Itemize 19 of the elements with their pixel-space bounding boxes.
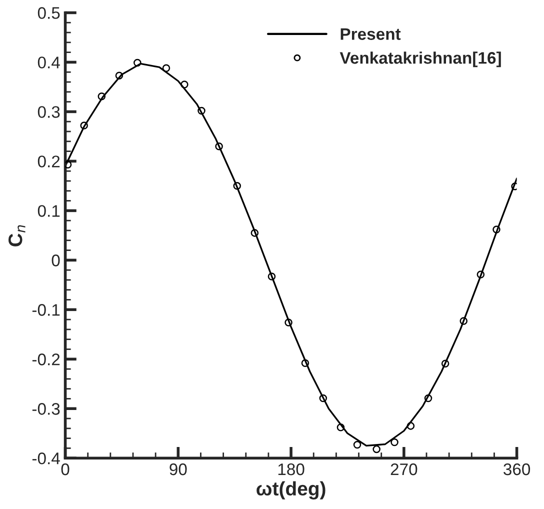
legend-label: Present: [340, 28, 401, 40]
legend-label: Venkatakrishnan[16]: [340, 52, 501, 68]
y-tick-label: -0.4: [32, 452, 60, 464]
y-tick-label: 0.3: [38, 106, 60, 118]
x-tick-label: 360: [504, 463, 530, 476]
x-tick-label: 0: [61, 463, 70, 476]
y-tick-label: 0.2: [38, 156, 60, 168]
y-tick-label: -0.1: [32, 304, 60, 316]
y-tick-label: -0.3: [32, 403, 60, 415]
y-tick-label: -0.2: [32, 354, 60, 366]
x-tick-label: 90: [170, 463, 187, 476]
x-axis-title: ωt(deg): [256, 481, 326, 500]
y-tick-label: 0.5: [38, 7, 60, 19]
y-axis-title: C$_{n}$: [8, 225, 26, 246]
x-tick-label: 180: [278, 463, 304, 476]
y-tick-label: 0.1: [38, 205, 60, 217]
x-tick-label: 270: [390, 463, 418, 476]
y-tick-label: 0: [52, 254, 60, 266]
y-tick-label: 0.4: [38, 56, 60, 68]
